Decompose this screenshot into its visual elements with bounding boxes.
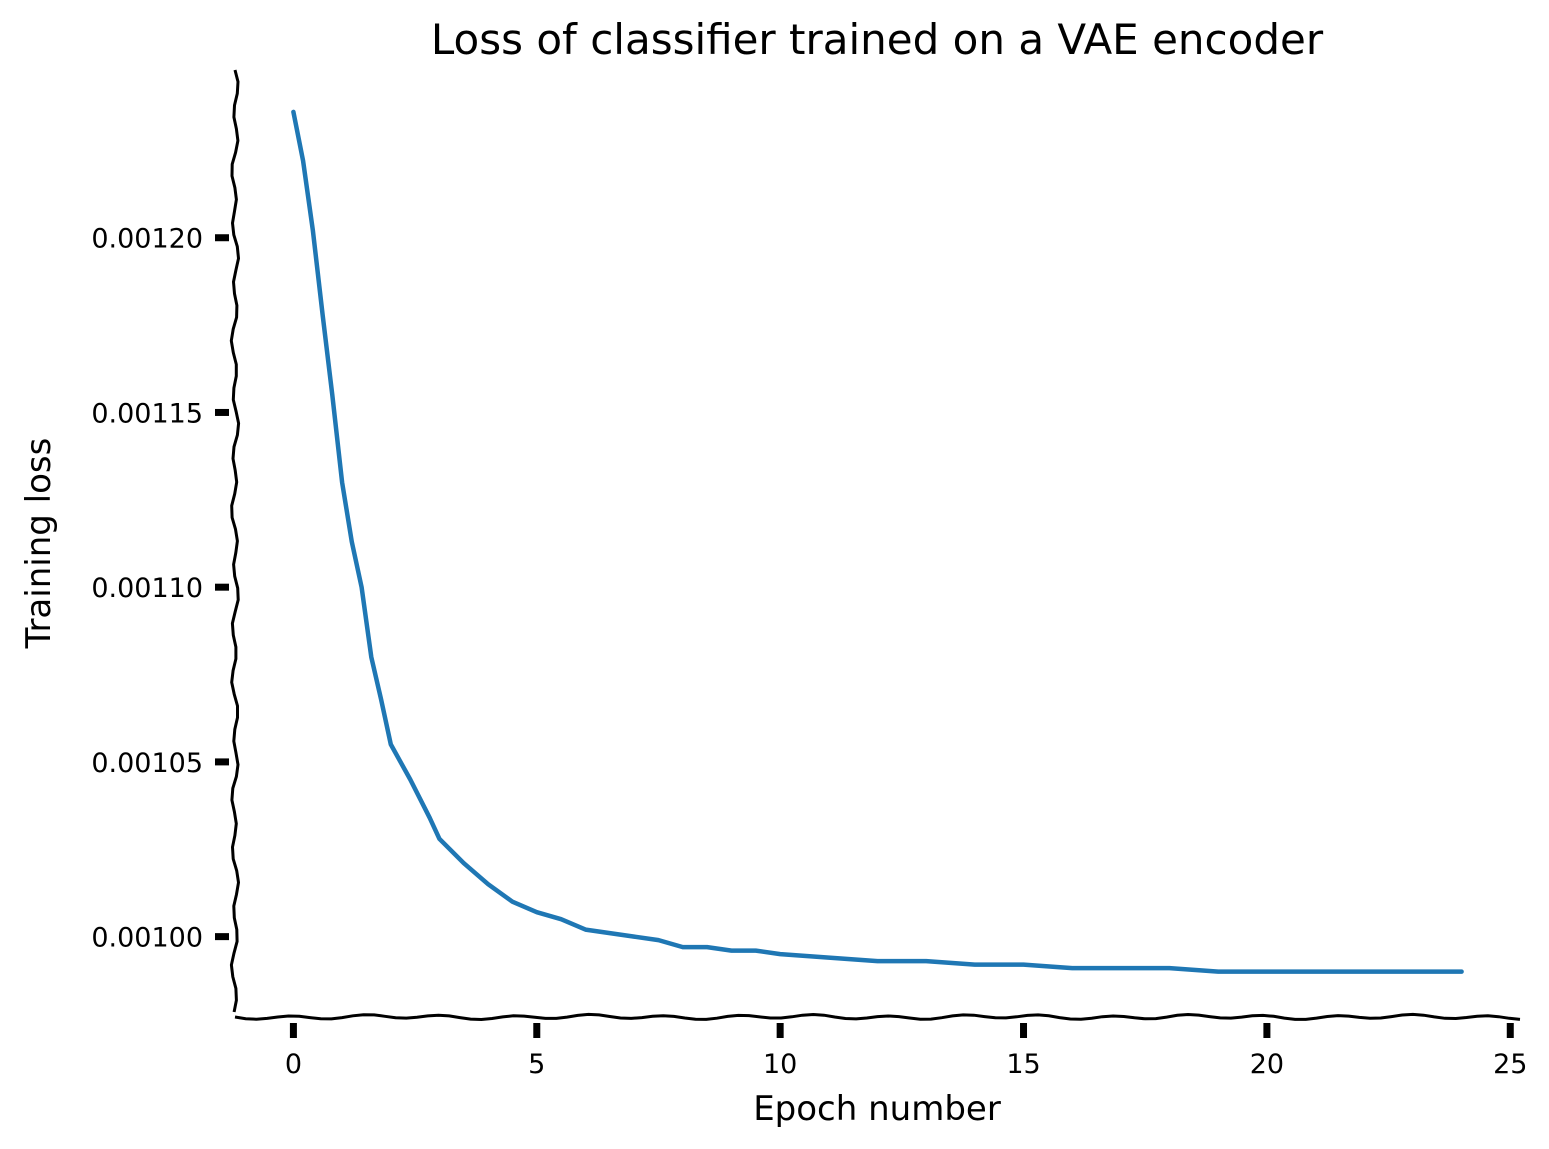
- x-tick-label: 15: [1006, 1049, 1040, 1080]
- x-tick-label: 5: [528, 1049, 545, 1080]
- x-tick-label: 25: [1493, 1049, 1527, 1080]
- x-axis-label: Epoch number: [753, 1089, 1001, 1129]
- x-tick-label: 20: [1250, 1049, 1284, 1080]
- training-loss-line: [291, 109, 1464, 974]
- x-axis-spine: [234, 1012, 1521, 1022]
- y-tick-label: 0.00115: [91, 398, 203, 429]
- x-axis-ticks: 0 5 10 15 20 25: [285, 1023, 1527, 1080]
- y-tick-label: 0.00120: [91, 224, 203, 255]
- chart-title: Loss of classifier trained on a VAE enco…: [431, 15, 1324, 64]
- y-axis-spine: [229, 69, 241, 1013]
- y-axis-label: Training loss: [19, 438, 59, 650]
- y-tick-label: 0.00110: [91, 573, 203, 604]
- x-tick-label: 10: [763, 1049, 797, 1080]
- y-axis-ticks: 0.00100 0.00105 0.00110 0.00115 0.00120: [91, 224, 229, 954]
- y-tick-label: 0.00100: [91, 923, 203, 954]
- y-tick-label: 0.00105: [91, 748, 203, 779]
- x-tick-label: 0: [285, 1049, 302, 1080]
